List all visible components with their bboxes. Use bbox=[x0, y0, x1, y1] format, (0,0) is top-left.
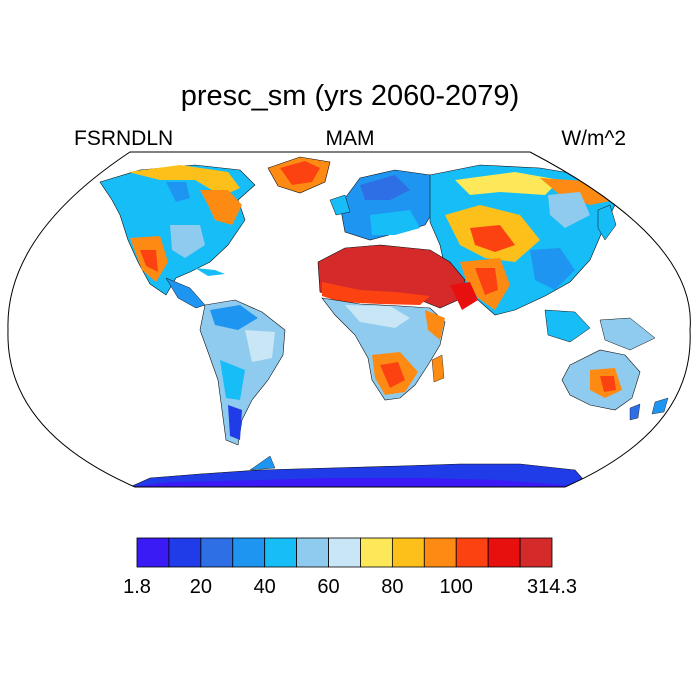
colorbar-swatch bbox=[296, 537, 329, 568]
colorbar-swatch bbox=[455, 537, 489, 568]
land-patch bbox=[455, 172, 560, 195]
land-patch bbox=[322, 282, 430, 305]
central-south-africa-region bbox=[321, 297, 446, 401]
land-patch bbox=[128, 165, 240, 196]
colorbar-swatch bbox=[136, 537, 170, 568]
colorbar-swatch bbox=[360, 537, 393, 568]
colorbar-swatch bbox=[328, 537, 361, 568]
land-patch bbox=[370, 210, 420, 235]
land-patch bbox=[600, 376, 616, 392]
colorbar-swatch bbox=[200, 537, 234, 568]
land-patch bbox=[530, 248, 575, 290]
australia-region bbox=[561, 349, 669, 421]
land-patch bbox=[329, 194, 351, 216]
colorbar-swatch bbox=[487, 537, 521, 568]
land-patch bbox=[280, 161, 320, 185]
colorbar-swatch bbox=[423, 537, 457, 568]
land-patch bbox=[597, 204, 617, 241]
season-label: MAM bbox=[325, 127, 375, 150]
colorbar-swatch bbox=[232, 537, 266, 568]
land-patch bbox=[220, 360, 245, 400]
variable-label: FSRNDLN bbox=[74, 127, 174, 150]
colorbar-tick-label: 40 bbox=[254, 576, 276, 598]
south-america-region bbox=[199, 299, 286, 446]
land-patch bbox=[210, 305, 258, 330]
land-patch bbox=[195, 268, 225, 276]
land-patch bbox=[475, 268, 498, 295]
land-patch bbox=[140, 250, 158, 272]
land-patch bbox=[170, 225, 205, 258]
land-patch bbox=[651, 397, 669, 415]
colorbar-tick-label: 20 bbox=[190, 576, 212, 598]
land-patch bbox=[130, 478, 590, 487]
land-patch bbox=[450, 282, 478, 310]
sahara-arabia-region bbox=[317, 244, 478, 310]
colorbar-swatch bbox=[391, 537, 425, 568]
asia-region bbox=[429, 164, 656, 351]
land-patch bbox=[548, 192, 590, 228]
colorbar-tick-label: 100 bbox=[440, 576, 473, 598]
land-patch bbox=[380, 362, 405, 388]
land-patch bbox=[245, 330, 275, 362]
land-patch bbox=[345, 305, 410, 328]
land-patch bbox=[200, 190, 242, 225]
units-label: W/m^2 bbox=[561, 127, 626, 150]
colorbar-swatch bbox=[168, 537, 202, 568]
colorbar-swatch bbox=[264, 537, 298, 568]
land-patch bbox=[249, 455, 276, 471]
colorbar-tick-label: 314.3 bbox=[527, 576, 577, 598]
map-title: presc_sm (yrs 2060-2079) bbox=[180, 80, 520, 112]
land-patch bbox=[166, 182, 190, 202]
map-outline bbox=[7, 151, 691, 488]
land-patch bbox=[425, 310, 445, 340]
land-patch bbox=[165, 277, 206, 309]
colorbar-swatch bbox=[519, 537, 553, 568]
europe-region bbox=[329, 169, 441, 241]
greenland-region bbox=[267, 156, 331, 194]
north-america-region bbox=[99, 164, 256, 309]
land-patch bbox=[431, 354, 445, 383]
land-patch bbox=[599, 317, 656, 351]
land-patch bbox=[629, 403, 641, 421]
colorbar-tick-label: 1.8 bbox=[123, 576, 151, 598]
land-patch bbox=[360, 175, 410, 200]
land-patch bbox=[228, 405, 242, 440]
colorbar-tick-label: 80 bbox=[381, 576, 403, 598]
colorbar-tick-label: 60 bbox=[317, 576, 339, 598]
antarctica-region bbox=[129, 455, 591, 487]
land-patch bbox=[544, 309, 591, 343]
land-patch bbox=[470, 225, 515, 252]
